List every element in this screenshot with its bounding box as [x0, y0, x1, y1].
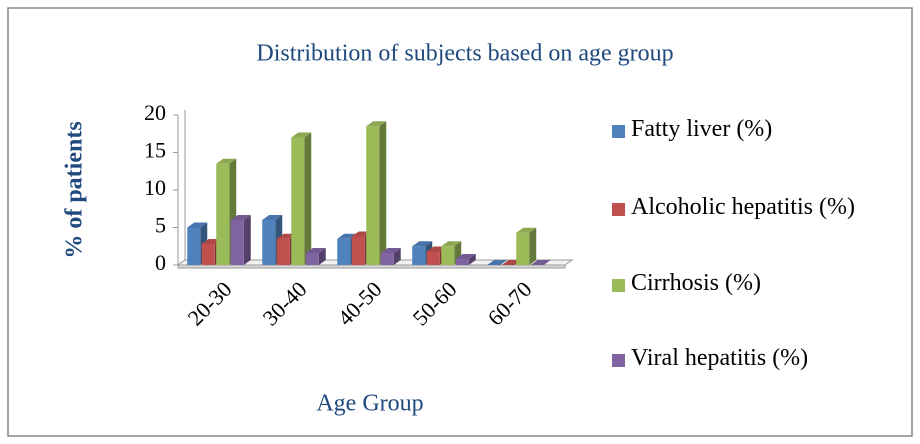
legend-swatch: [612, 203, 625, 216]
legend-label: Cirrhosis (%): [631, 270, 761, 296]
bar: [412, 246, 426, 265]
bar: [201, 244, 215, 265]
bar: [291, 137, 305, 265]
bar: [230, 220, 244, 265]
y-axis-title: % of patients: [62, 121, 88, 258]
bar: [441, 246, 455, 265]
bar-side: [318, 248, 326, 265]
bar: [262, 220, 276, 265]
bar-top: [530, 260, 551, 265]
bar-top: [516, 227, 537, 233]
bar: [351, 236, 365, 265]
bar: [187, 227, 201, 265]
bar-side: [379, 121, 387, 265]
bar-top: [187, 222, 208, 228]
bar: [380, 253, 394, 265]
bar-top: [412, 241, 433, 247]
bar-side: [393, 248, 401, 265]
y-tick-label: 20: [144, 100, 166, 125]
bar-top: [441, 241, 462, 247]
bar-top: [305, 248, 326, 253]
legend-label: Fatty liver (%): [631, 116, 773, 142]
y-tick-label: 0: [155, 250, 166, 275]
bar-top: [380, 248, 401, 253]
bar: [305, 253, 319, 265]
y-tick-label: 15: [144, 138, 166, 163]
legend-item: Cirrhosis (%): [612, 270, 903, 298]
bar: [366, 126, 380, 265]
bar-top: [337, 233, 358, 239]
legend-label: Alcoholic hepatitis (%): [631, 194, 855, 220]
bar-side: [468, 254, 476, 265]
bar: [455, 259, 469, 265]
bar-top: [262, 215, 283, 220]
bar-top: [487, 260, 508, 265]
chart-border: [7, 7, 913, 437]
y-tick-label: 5: [155, 213, 166, 238]
bar: [216, 163, 230, 265]
legend-item: Alcoholic hepatitis (%): [612, 194, 903, 222]
y-tick-label: 10: [144, 175, 166, 200]
floor-edge: [177, 264, 566, 269]
legend-swatch: [612, 125, 625, 138]
bar: [426, 251, 440, 265]
bar-top: [216, 158, 237, 164]
legend-swatch: [612, 279, 625, 292]
bar: [516, 232, 530, 265]
chart-title: Distribution of subjects based on age gr…: [256, 41, 673, 67]
bar: [337, 238, 351, 265]
bar-side: [243, 215, 251, 265]
legend-swatch: [612, 354, 625, 367]
legend-label: Viral hepatitis (%): [631, 345, 809, 371]
bar-side: [529, 227, 537, 265]
bar-top: [230, 215, 251, 220]
bar-top: [291, 132, 312, 138]
bar: [276, 238, 290, 265]
bar-top: [455, 254, 476, 259]
bar-top: [366, 121, 387, 127]
legend-item: Viral hepatitis (%): [612, 345, 903, 373]
legend-item: Fatty liver (%): [612, 116, 903, 144]
bar-side: [304, 132, 312, 265]
x-axis-title: Age Group: [316, 391, 423, 417]
